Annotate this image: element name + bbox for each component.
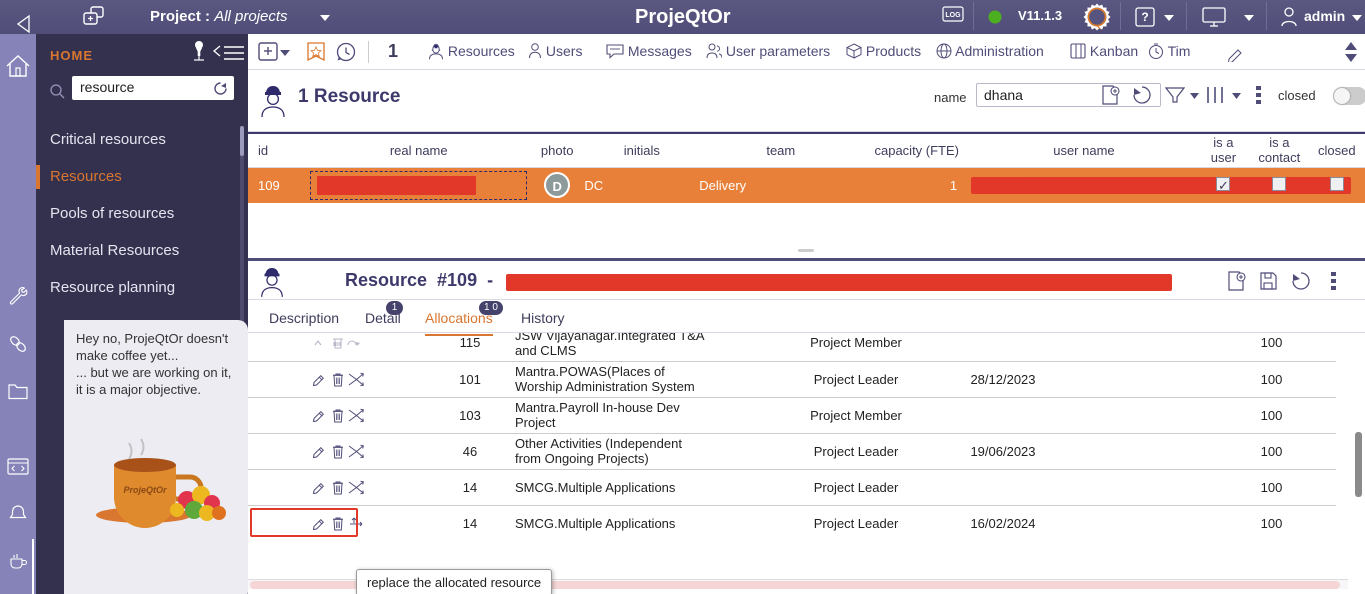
svg-text:LOG: LOG bbox=[945, 12, 961, 19]
svg-text:?: ? bbox=[1141, 10, 1148, 24]
svg-text:ProjeQtOr: ProjeQtOr bbox=[123, 485, 167, 495]
